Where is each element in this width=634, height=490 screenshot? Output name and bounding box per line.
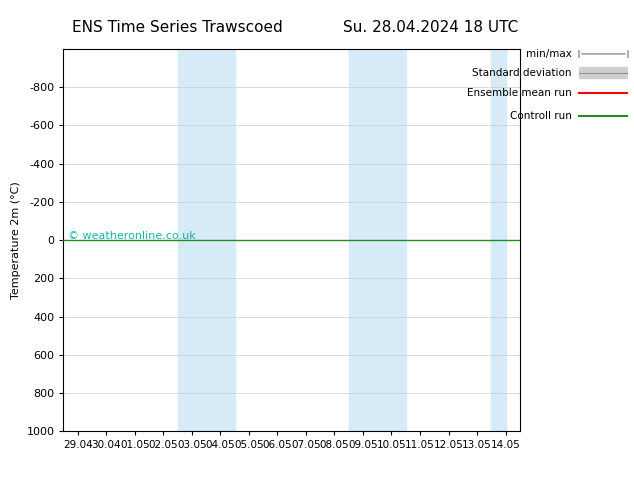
Text: © weatheronline.co.uk: © weatheronline.co.uk [68,231,196,241]
Text: Su. 28.04.2024 18 UTC: Su. 28.04.2024 18 UTC [344,20,519,35]
Bar [206,49,235,431]
Bar [491,49,506,431]
Y-axis label: Temperature 2m (°C): Temperature 2m (°C) [11,181,21,299]
Text: Ensemble mean run: Ensemble mean run [467,88,572,98]
Text: Controll run: Controll run [510,111,572,121]
Bar [377,49,406,431]
Text: min/max: min/max [526,49,572,59]
Text: Standard deviation: Standard deviation [472,68,572,77]
Bar [349,49,377,431]
Text: ENS Time Series Trawscoed: ENS Time Series Trawscoed [72,20,283,35]
Bar [178,49,206,431]
